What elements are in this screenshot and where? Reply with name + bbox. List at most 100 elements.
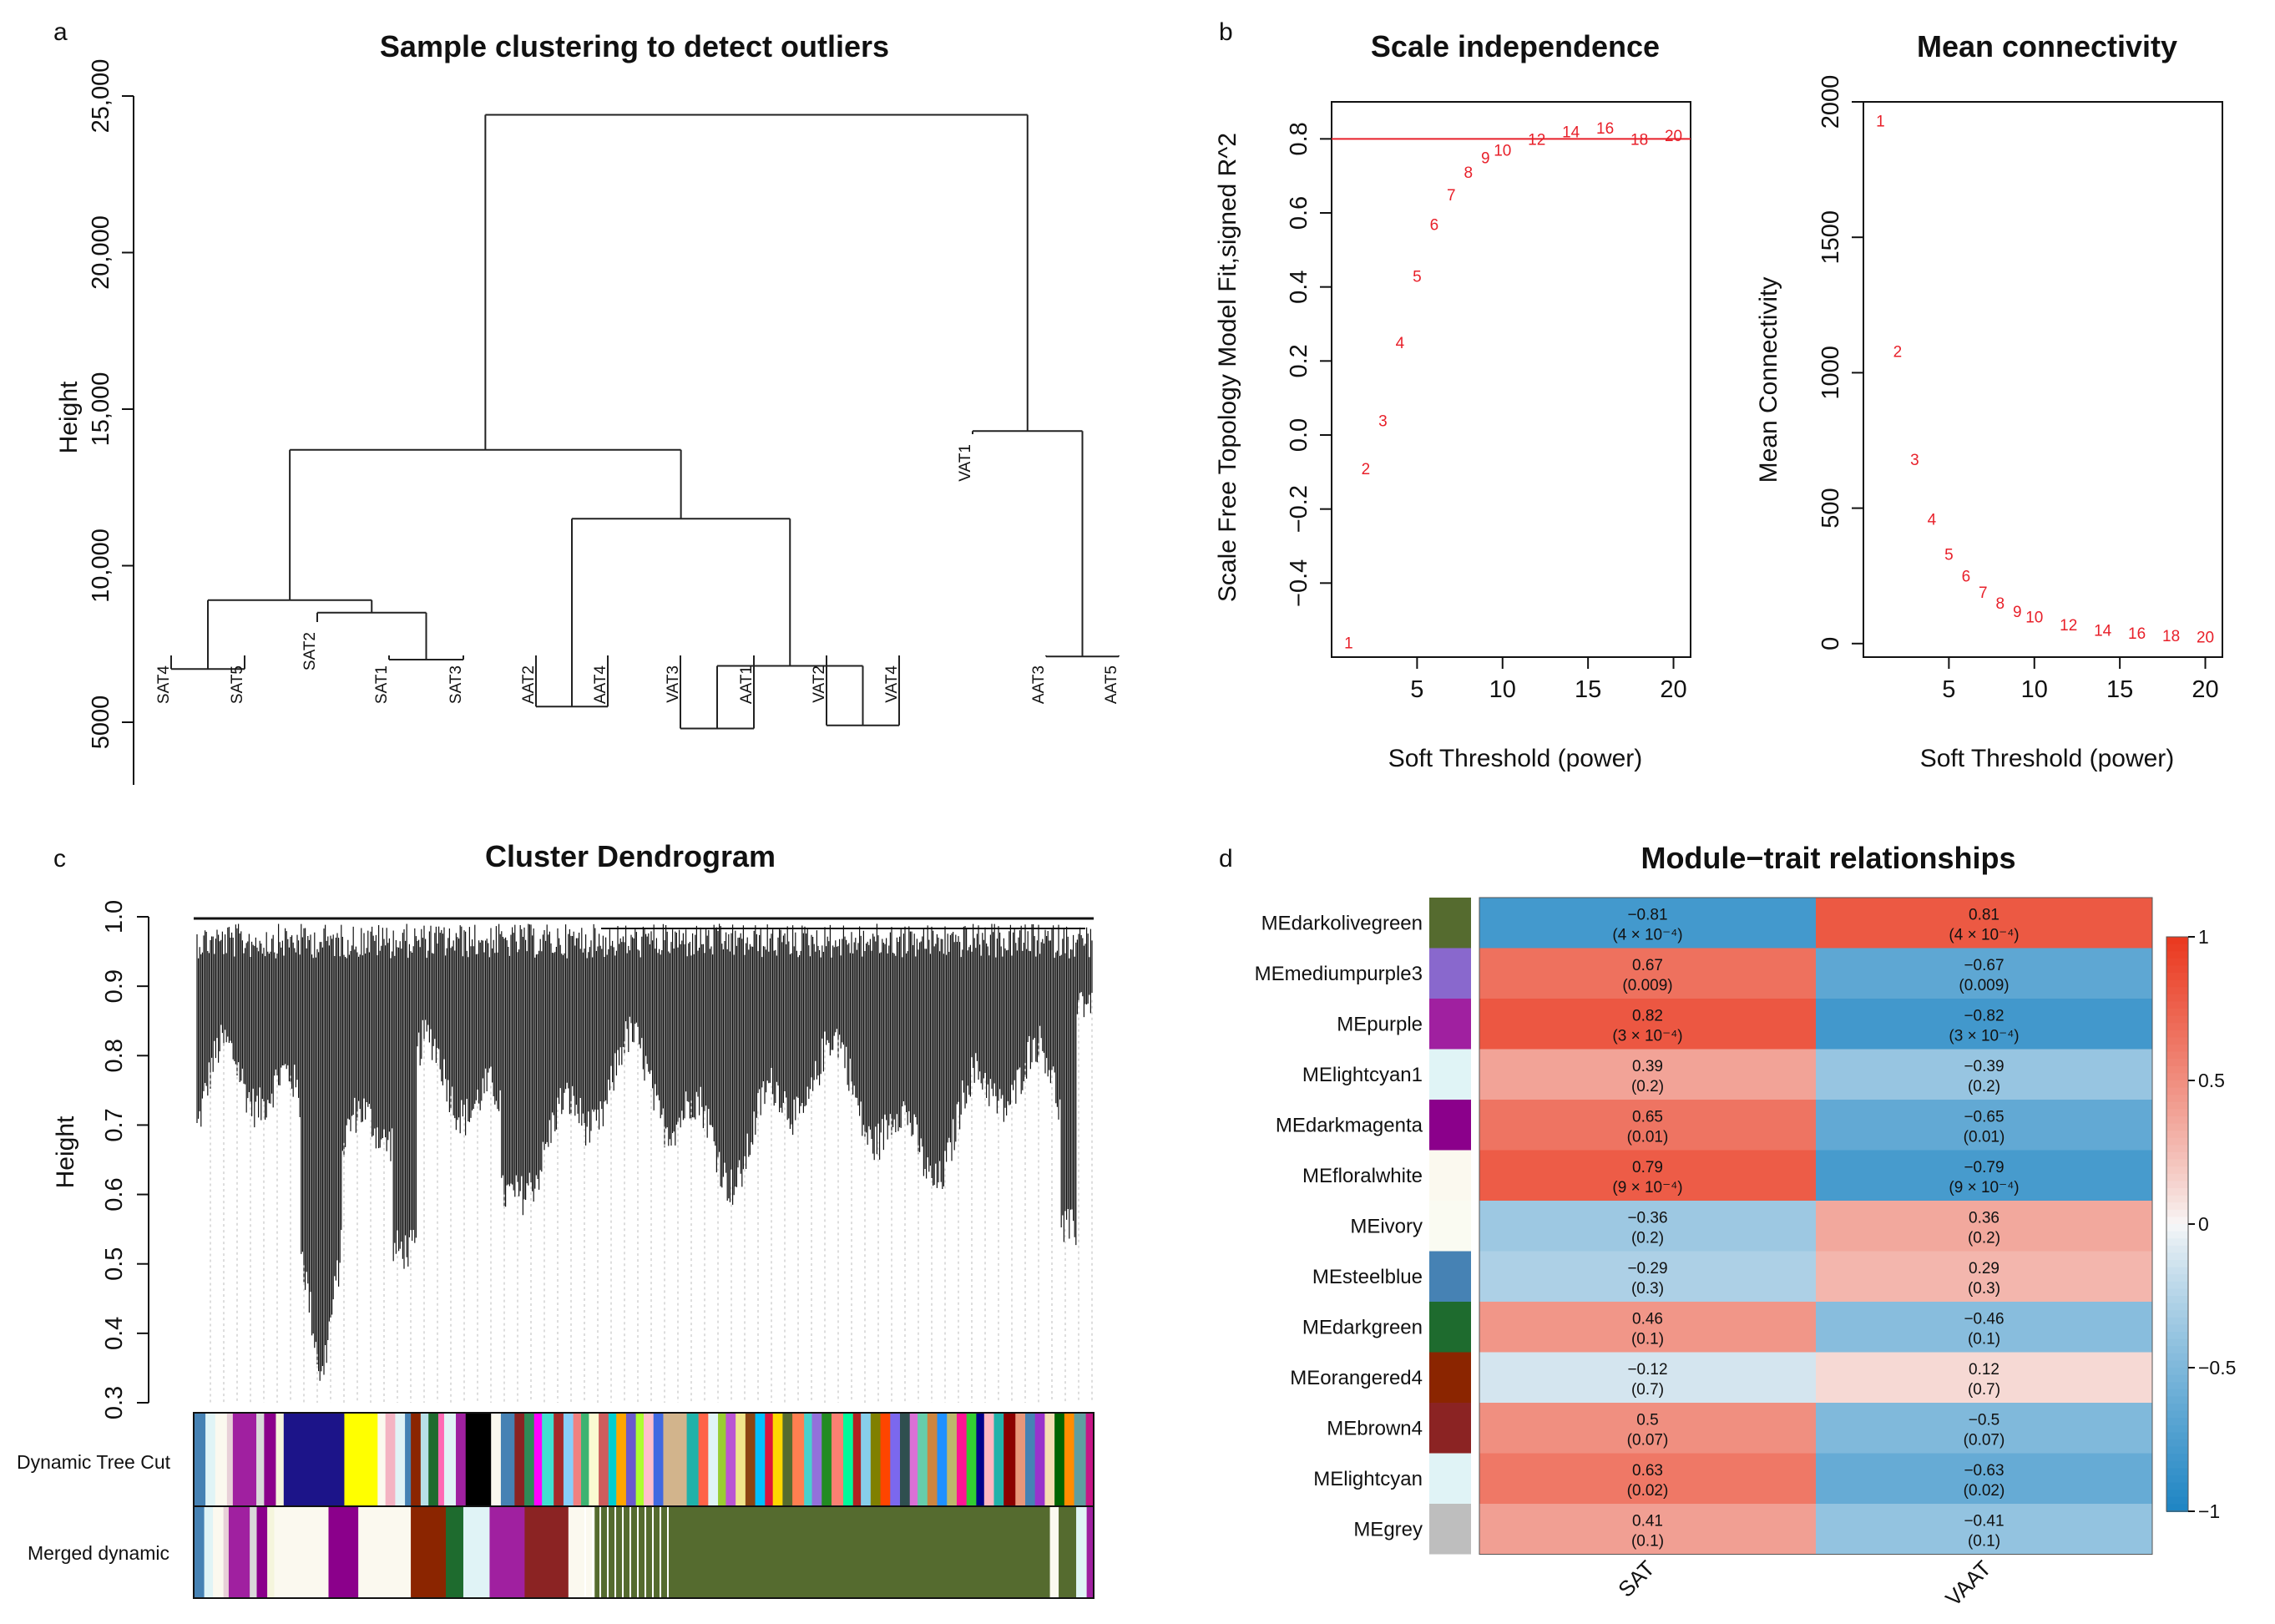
a-tick-label: 5000 [88,696,114,750]
leaf-label: VAT1 [957,444,974,482]
colorbar-step [2166,1159,2188,1168]
module-color-segment [568,1506,595,1598]
colorbar-label: 1 [2198,926,2209,948]
colorbar-step [2166,1267,2188,1276]
module-name: MEdarkgreen [1302,1316,1423,1338]
power-point: 18 [2162,628,2180,645]
colorbar-step [2166,1051,2188,1060]
module-color-segment [563,1413,574,1506]
colorbar-step [2166,1274,2188,1283]
power-point: 1 [1344,635,1353,652]
c-tick-label: 1.0 [101,900,128,933]
module-color-segment [465,1413,492,1506]
colorbar-step [2166,1152,2188,1161]
cell-correlation: −0.12 [1627,1361,1667,1379]
panel-a-ylabel: Height [55,381,83,453]
power-point: 10 [1494,143,1511,160]
colorbar-step [2166,1045,2188,1053]
module-color-segment [635,1413,645,1506]
module-color-segment [1034,1413,1045,1506]
module-color-segment [573,1413,582,1506]
power-point: 7 [1979,584,1988,602]
scale-independence-frame [1331,101,1691,658]
leaf-label: VAT2 [811,665,828,703]
module-streak [622,1506,624,1598]
colorbar-step [2166,1346,2188,1354]
colorbar-step [2166,1181,2188,1189]
colorbar-step [2166,1260,2188,1268]
module-color-segment [843,1413,854,1506]
module-color-segment [1059,1506,1077,1598]
module-streak [614,1506,616,1598]
colorbar-step [2166,1353,2188,1362]
panel-d-label: d [1219,845,1233,873]
colorbar-step [2166,1037,2188,1045]
module-color-segment [644,1413,655,1506]
module-name: MEfloralwhite [1302,1165,1423,1187]
leaf-label: AAT4 [592,665,609,705]
colorbar-step [2166,1496,2188,1505]
module-color-segment [663,1413,688,1506]
colorbar-step [2166,1396,2188,1404]
module-color-segment [616,1413,627,1506]
panel-c-label: c [53,845,66,873]
module-streak [660,1506,661,1598]
module-color-segment [698,1413,709,1506]
a-tick-label: 10,000 [88,529,114,603]
module-color-segment [772,1413,783,1506]
module-color-segment [608,1413,617,1506]
colorbar-step [2166,1454,2188,1462]
module-color-segment [256,1506,268,1598]
module-color-segment [581,1413,589,1506]
cell-pvalue: (3 × 10⁻⁴) [1949,1027,2019,1045]
y-tick-label: 0.8 [1286,122,1312,155]
panel-d: d Module−trait relationships MEdarkolive… [1219,841,2236,1611]
module-color-swatch [1429,1453,1471,1504]
cell-pvalue: (0.02) [1627,1482,1669,1500]
cell-correlation: −0.79 [1964,1159,2004,1176]
colorbar-step [2166,994,2188,1003]
colorbar-step [2166,1095,2188,1103]
y-tick-label: 0.4 [1286,271,1312,304]
module-color-segment [966,1413,977,1506]
colorbar-step [2166,1252,2188,1261]
power-point: 9 [1481,150,1490,168]
module-color-swatch [1429,1302,1471,1353]
module-color-segment [976,1413,985,1506]
panel-a-leaves: SAT4 SAT5 SAT2 SAT1 SAT3 AAT2 AAT4 VAT3 AAT1 VAT2… [155,444,1120,704]
module-color-segment [1074,1413,1087,1506]
module-color-segment [194,1506,205,1598]
module-streak [652,1506,654,1598]
colorbar-step [2166,1188,2188,1196]
module-color-segment [489,1506,525,1598]
c-tick-label: 0.5 [101,1247,128,1281]
heatmap-cell [1479,1251,1816,1302]
module-color-segment [228,1506,250,1598]
module-color-segment [1085,1413,1095,1506]
cell-correlation: −0.29 [1627,1260,1667,1277]
module-color-segment [625,1413,637,1506]
cell-pvalue: (4 × 10⁻⁴) [1949,926,2019,944]
module-color-swatch [1429,1352,1471,1403]
scale-independence-title: Scale independence [1371,29,1660,63]
module-color-segment [594,1506,1051,1598]
colorbar-label: 0 [2198,1213,2209,1235]
dynamic-tree-cut-label: Dynamic Tree Cut [17,1451,171,1473]
colorbar-step [2166,1439,2188,1448]
y-tick-label: 500 [1817,488,1844,528]
a-tick-label: 15,000 [88,372,114,447]
heatmap-cell [1479,1403,1816,1454]
colorbar-step [2166,1404,2188,1412]
colorbar-step [2166,1424,2188,1434]
colorbar-step [2166,1131,2188,1139]
mean-connectivity-frame [1863,101,2223,658]
colorbar-step [2166,987,2188,995]
colorbar-step [2166,1101,2188,1110]
heatmap-cell [1816,1150,2152,1201]
module-color-segment [250,1506,258,1598]
module-color-segment [1064,1413,1075,1506]
colorbar-step [2166,1065,2188,1075]
module-color-segment [443,1413,457,1506]
